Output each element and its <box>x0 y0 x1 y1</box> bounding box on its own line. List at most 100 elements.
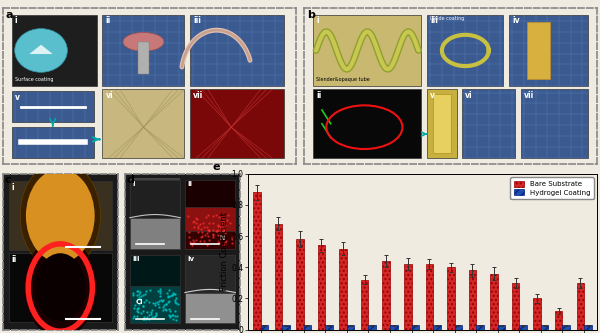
Point <box>153 301 163 306</box>
Polygon shape <box>29 45 53 54</box>
FancyBboxPatch shape <box>509 15 588 86</box>
Bar <box>130 219 181 220</box>
Point <box>130 302 140 307</box>
Point <box>137 310 146 316</box>
Point <box>201 214 211 220</box>
Point <box>227 236 236 242</box>
Point <box>157 298 166 303</box>
Bar <box>296 239 304 330</box>
Point <box>193 223 202 228</box>
Point <box>173 302 182 307</box>
Circle shape <box>23 238 97 333</box>
Point <box>166 309 175 314</box>
Bar <box>476 325 484 330</box>
Bar <box>130 185 181 187</box>
Point <box>199 221 208 226</box>
Bar <box>541 325 548 330</box>
Point <box>208 232 218 238</box>
Point <box>189 218 199 223</box>
Bar <box>130 240 181 241</box>
Point <box>227 240 237 245</box>
Point <box>170 291 180 297</box>
FancyBboxPatch shape <box>463 90 515 158</box>
Point <box>199 224 209 230</box>
FancyBboxPatch shape <box>190 90 284 158</box>
Point <box>132 292 142 298</box>
FancyBboxPatch shape <box>103 15 184 86</box>
Point <box>128 315 138 320</box>
Point <box>191 237 201 243</box>
FancyBboxPatch shape <box>12 91 94 122</box>
Bar <box>130 247 181 248</box>
Point <box>196 238 205 243</box>
Point <box>133 296 143 301</box>
Point <box>148 300 158 305</box>
Point <box>203 227 212 232</box>
Point <box>219 227 229 232</box>
Bar <box>130 199 181 201</box>
Point <box>196 234 205 239</box>
Text: d: d <box>127 175 134 185</box>
Point <box>204 227 214 233</box>
Point <box>185 239 194 245</box>
Point <box>188 238 198 243</box>
Point <box>161 307 171 313</box>
Point <box>164 313 174 318</box>
Point <box>154 304 164 310</box>
FancyBboxPatch shape <box>103 90 184 158</box>
Bar <box>368 325 376 330</box>
Point <box>149 315 158 320</box>
Bar <box>390 325 398 330</box>
FancyBboxPatch shape <box>130 180 181 218</box>
Point <box>172 313 182 319</box>
Point <box>217 225 227 230</box>
Point <box>162 291 172 296</box>
Bar <box>584 325 592 330</box>
Point <box>152 299 161 304</box>
Bar <box>382 261 390 330</box>
Point <box>213 223 223 228</box>
Point <box>192 217 202 222</box>
FancyBboxPatch shape <box>185 207 235 231</box>
Bar <box>130 222 181 223</box>
Point <box>133 305 143 311</box>
FancyBboxPatch shape <box>527 22 550 79</box>
Bar <box>447 267 455 330</box>
Point <box>214 239 223 245</box>
FancyBboxPatch shape <box>313 90 421 158</box>
Bar <box>130 231 181 233</box>
Point <box>169 312 178 317</box>
Point <box>139 316 148 321</box>
Text: vii: vii <box>524 91 534 100</box>
Point <box>168 316 178 322</box>
Point <box>133 288 143 294</box>
Point <box>212 229 221 234</box>
Point <box>211 228 221 233</box>
Point <box>172 296 181 301</box>
Point <box>200 232 210 238</box>
Text: vii: vii <box>193 91 203 100</box>
FancyBboxPatch shape <box>427 15 503 86</box>
Legend: Bare Substrate, Hydrogel Coating: Bare Substrate, Hydrogel Coating <box>510 177 593 199</box>
Point <box>145 299 154 304</box>
Point <box>220 231 230 236</box>
Point <box>140 291 150 296</box>
Point <box>221 241 230 247</box>
Point <box>193 225 203 231</box>
Point <box>184 229 193 234</box>
Point <box>164 287 173 293</box>
FancyBboxPatch shape <box>185 255 235 323</box>
Point <box>187 242 196 247</box>
Text: a: a <box>6 10 13 20</box>
Text: iii: iii <box>430 16 438 25</box>
Bar <box>339 248 347 330</box>
Point <box>220 239 230 244</box>
Point <box>203 233 212 239</box>
Point <box>218 218 227 223</box>
Point <box>164 298 174 304</box>
Point <box>138 308 148 313</box>
Point <box>161 301 171 306</box>
Point <box>214 237 224 243</box>
Point <box>146 310 156 315</box>
Bar <box>498 325 505 330</box>
